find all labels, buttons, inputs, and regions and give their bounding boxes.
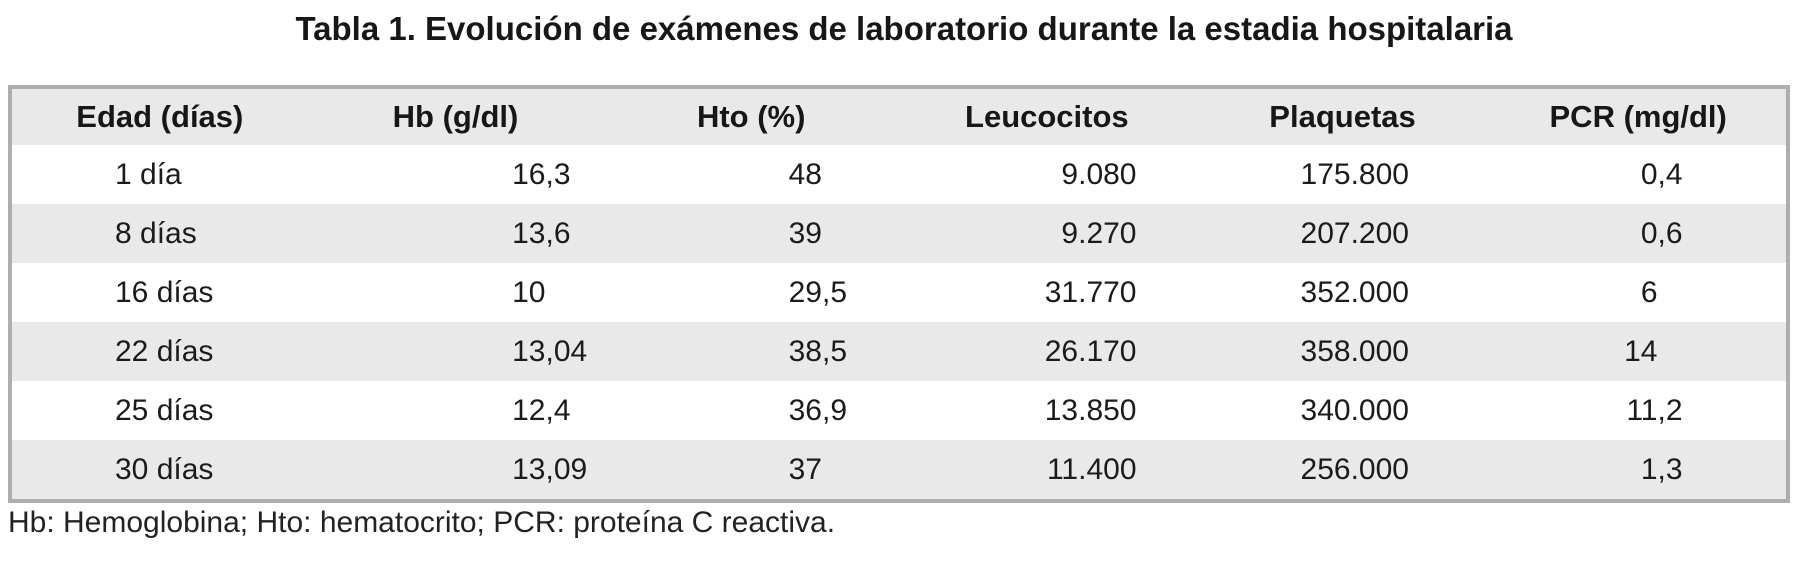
value-decimal-part: ,3 — [545, 157, 571, 191]
column-header-plaquetas: Plaquetas — [1269, 99, 1416, 134]
cell-plaquetas: 340.000 — [1229, 381, 1508, 440]
cell-edad: 30 días — [115, 452, 214, 486]
table-body: 1 día 16,3 48 9.080 175.800 0,4 8 días 13,6 39 9.… — [12, 145, 1786, 499]
value-decimal-part: ,9 — [822, 393, 848, 427]
value-integer-part: 10 — [512, 275, 546, 309]
column-header-leucocitos: Leucocitos — [965, 99, 1129, 134]
value-integer-part: 37 — [788, 452, 822, 486]
value-integer-part: 13 — [512, 334, 546, 368]
table-row-5: 25 días 12,4 36,9 13.850 340.000 11,2 — [12, 381, 1786, 440]
table-row-1: 1 día 16,3 48 9.080 175.800 0,4 — [12, 145, 1786, 204]
value-integer-part: 26.170 — [1044, 334, 1137, 368]
value-integer-part: 358.000 — [1300, 334, 1409, 368]
cell-plaquetas: 352.000 — [1229, 263, 1508, 322]
cell-plaquetas: 207.200 — [1229, 204, 1508, 263]
value-integer-part: 36 — [788, 393, 822, 427]
cell-hto: 29,5 — [672, 263, 951, 322]
value-integer-part: 9.270 — [1061, 216, 1137, 250]
cell-leucocitos: 31.770 — [951, 263, 1230, 322]
value-integer-part: 12 — [512, 393, 546, 427]
cell-pcr: 1,3 — [1508, 440, 1787, 499]
value-integer-part: 39 — [788, 216, 822, 250]
cell-leucocitos: 26.170 — [951, 322, 1230, 381]
value-integer-part: 0 — [1640, 216, 1658, 250]
value-decimal-part: ,6 — [1657, 216, 1683, 250]
value-integer-part: 6 — [1640, 275, 1658, 309]
cell-pcr: 0,4 — [1508, 145, 1787, 204]
value-integer-part: 207.200 — [1300, 216, 1409, 250]
value-integer-part: 340.000 — [1300, 393, 1409, 427]
table-row-3: 16 días 10 29,5 31.770 352.000 6 — [12, 263, 1786, 322]
cell-hb: 13,09 — [394, 440, 673, 499]
value-integer-part: 48 — [788, 157, 822, 191]
table-row-6: 30 días 13,09 37 11.400 256.000 1,3 — [12, 440, 1786, 499]
column-header-hto: Hto (%) — [696, 99, 806, 134]
value-decimal-part: ,2 — [1657, 393, 1683, 427]
cell-plaquetas: 256.000 — [1229, 440, 1508, 499]
value-decimal-part: ,5 — [822, 334, 848, 368]
cell-hto: 39 — [672, 204, 951, 263]
value-integer-part: 0 — [1640, 157, 1658, 191]
cell-hb: 16,3 — [394, 145, 673, 204]
value-decimal-part: ,3 — [1657, 452, 1683, 486]
value-integer-part: 9.080 — [1061, 157, 1137, 191]
cell-pcr: 14 — [1508, 322, 1787, 381]
cell-pcr: 0,6 — [1508, 204, 1787, 263]
cell-edad: 25 días — [115, 393, 214, 427]
cell-hb: 13,6 — [394, 204, 673, 263]
value-decimal-part: ,6 — [545, 216, 571, 250]
table-header-row: Edad (días) Hb (g/dl) Hto (%) Leucocitos Pla… — [12, 89, 1786, 145]
cell-hb: 13,04 — [394, 322, 673, 381]
cell-plaquetas: 175.800 — [1229, 145, 1508, 204]
value-integer-part: 175.800 — [1300, 157, 1409, 191]
value-decimal-part: ,5 — [822, 275, 848, 309]
column-header-hb: Hb (g/dl) — [392, 99, 519, 134]
value-integer-part: 13 — [512, 452, 546, 486]
value-decimal-part: ,4 — [1657, 157, 1683, 191]
table-row-2: 8 días 13,6 39 9.270 207.200 0,6 — [12, 204, 1786, 263]
value-integer-part: 1 — [1640, 452, 1658, 486]
value-integer-part: 38 — [788, 334, 822, 368]
cell-hb: 10 — [394, 263, 673, 322]
value-integer-part: 29 — [788, 275, 822, 309]
value-decimal-part: ,09 — [545, 452, 588, 486]
cell-hto: 48 — [672, 145, 951, 204]
cell-hto: 38,5 — [672, 322, 951, 381]
value-integer-part: 256.000 — [1300, 452, 1409, 486]
value-integer-part: 352.000 — [1300, 275, 1409, 309]
cell-pcr: 11,2 — [1508, 381, 1787, 440]
cell-edad: 1 día — [115, 157, 182, 191]
value-integer-part: 16 — [512, 157, 546, 191]
table-footnote: Hb: Hemoglobina; Hto: hematocrito; PCR: … — [8, 506, 836, 539]
table-title: Tabla 1. Evolución de exámenes de labora… — [295, 10, 1513, 47]
cell-edad: 8 días — [115, 216, 197, 250]
value-integer-part: 14 — [1624, 334, 1658, 368]
value-integer-part: 13.850 — [1044, 393, 1137, 427]
cell-leucocitos: 9.270 — [951, 204, 1230, 263]
value-integer-part: 11 — [1626, 393, 1658, 427]
cell-pcr: 6 — [1508, 263, 1787, 322]
cell-hto: 37 — [672, 440, 951, 499]
cell-leucocitos: 9.080 — [951, 145, 1230, 204]
cell-edad: 22 días — [115, 334, 214, 368]
value-decimal-part: ,4 — [545, 393, 571, 427]
column-header-edad: Edad (días) — [76, 99, 244, 134]
cell-edad: 16 días — [115, 275, 214, 309]
cell-hto: 36,9 — [672, 381, 951, 440]
lab-results-table: Edad (días) Hb (g/dl) Hto (%) Leucocitos Pla… — [8, 85, 1790, 503]
value-integer-part: 13 — [512, 216, 546, 250]
cell-leucocitos: 11.400 — [951, 440, 1230, 499]
cell-hb: 12,4 — [394, 381, 673, 440]
value-integer-part: 11.400 — [1046, 452, 1137, 486]
cell-plaquetas: 358.000 — [1229, 322, 1508, 381]
value-decimal-part: ,04 — [545, 334, 588, 368]
table-row-4: 22 días 13,04 38,5 26.170 358.000 14 — [12, 322, 1786, 381]
column-header-pcr: PCR (mg/dl) — [1549, 99, 1727, 134]
cell-leucocitos: 13.850 — [951, 381, 1230, 440]
value-integer-part: 31.770 — [1044, 275, 1137, 309]
